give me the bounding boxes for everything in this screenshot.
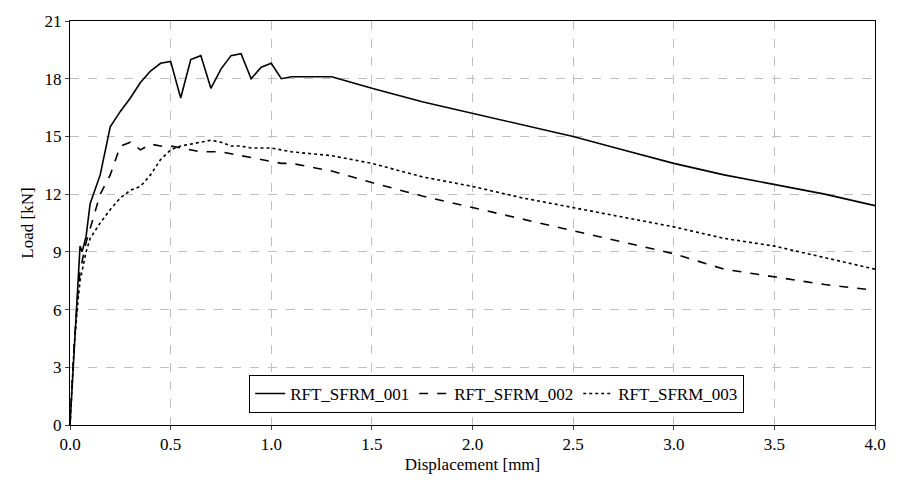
svg-text:2.5: 2.5 (563, 435, 584, 454)
svg-text:Load [kN]: Load [kN] (18, 187, 37, 258)
svg-text:RFT_SFRM_001: RFT_SFRM_001 (290, 385, 409, 404)
svg-text:0: 0 (53, 416, 62, 435)
svg-text:Displacement [mm]: Displacement [mm] (405, 455, 541, 474)
svg-text:0.5: 0.5 (160, 435, 181, 454)
svg-text:12: 12 (45, 185, 62, 204)
svg-text:RFT_SFRM_002: RFT_SFRM_002 (454, 385, 573, 404)
svg-text:1.5: 1.5 (361, 435, 382, 454)
svg-text:RFT_SFRM_003: RFT_SFRM_003 (618, 385, 737, 404)
svg-text:18: 18 (45, 70, 62, 89)
svg-text:3.5: 3.5 (764, 435, 785, 454)
svg-text:9: 9 (53, 243, 62, 262)
svg-text:15: 15 (45, 127, 62, 146)
svg-text:6: 6 (53, 301, 62, 320)
svg-text:21: 21 (45, 12, 62, 31)
svg-text:2.0: 2.0 (462, 435, 483, 454)
svg-text:0.0: 0.0 (59, 435, 80, 454)
svg-text:4.0: 4.0 (864, 435, 885, 454)
svg-text:3: 3 (53, 358, 62, 377)
svg-text:3.0: 3.0 (663, 435, 684, 454)
svg-text:1.0: 1.0 (261, 435, 282, 454)
